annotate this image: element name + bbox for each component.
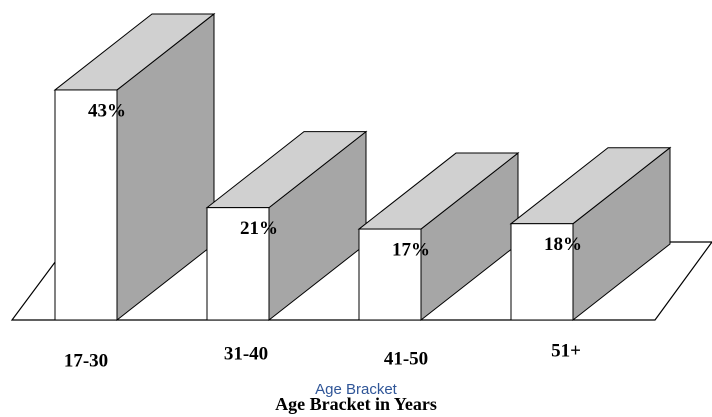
- bar: [358, 228, 422, 321]
- bar: [510, 223, 574, 321]
- x-tick-label: 51+: [551, 340, 581, 361]
- data-label: 21%: [240, 218, 278, 239]
- data-label: 43%: [88, 100, 126, 121]
- x-tick-label: 41-50: [384, 348, 428, 369]
- x-tick-label: 31-40: [224, 343, 268, 364]
- x-tick-label: 17-30: [64, 350, 108, 371]
- data-label: 18%: [544, 234, 582, 255]
- floor: [10, 241, 712, 321]
- bar: [54, 89, 118, 321]
- data-label: 17%: [392, 239, 430, 260]
- x-axis-label: Age Bracket in Years: [275, 394, 437, 414]
- x-axis-label: Age Bracket: [315, 381, 398, 398]
- bar: [206, 207, 270, 321]
